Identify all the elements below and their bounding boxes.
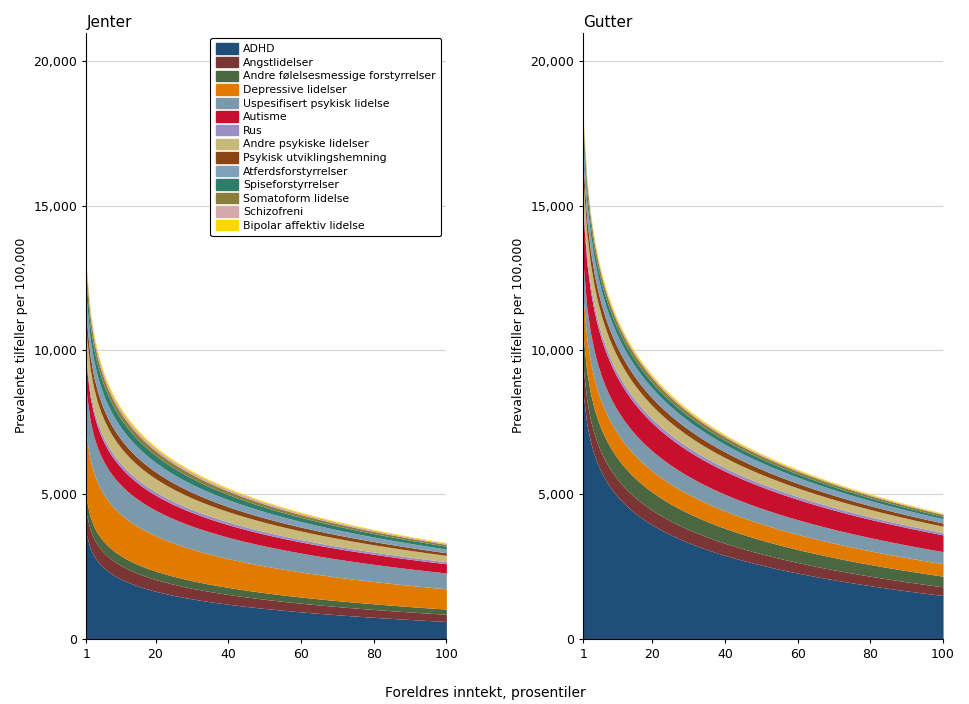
Y-axis label: Prevalente tilfeller per 100,000: Prevalente tilfeller per 100,000 bbox=[15, 238, 28, 434]
Text: Gutter: Gutter bbox=[582, 15, 632, 30]
Text: Jenter: Jenter bbox=[86, 15, 132, 30]
Text: Foreldres inntekt, prosentiler: Foreldres inntekt, prosentiler bbox=[385, 686, 584, 700]
Legend: ADHD, Angstlidelser, Andre følelsesmessige forstyrrelser, Depressive lidelser, U: ADHD, Angstlidelser, Andre følelsesmessi… bbox=[210, 38, 441, 237]
Y-axis label: Prevalente tilfeller per 100,000: Prevalente tilfeller per 100,000 bbox=[512, 238, 524, 434]
